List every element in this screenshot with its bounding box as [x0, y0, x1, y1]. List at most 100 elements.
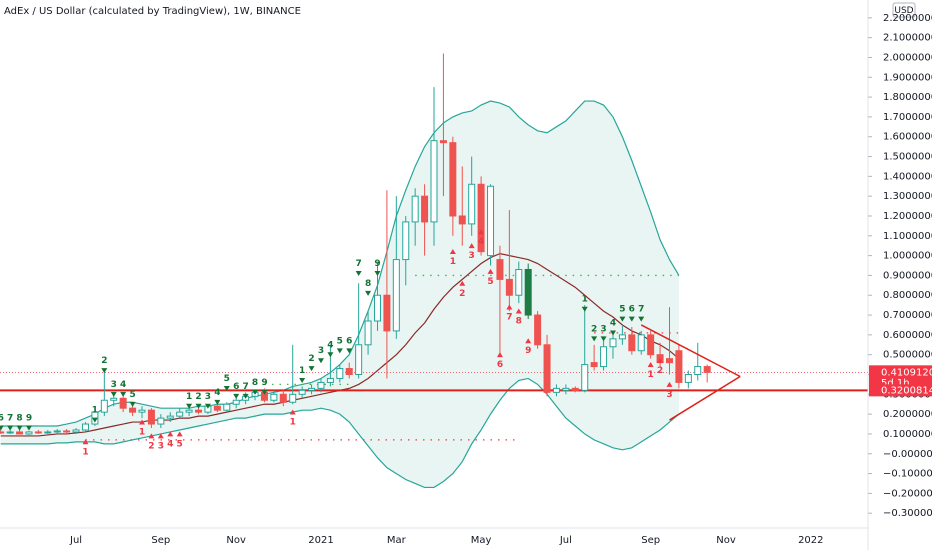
- candle-body: [0, 431, 5, 434]
- currency: USD: [894, 6, 913, 16]
- td-count: 3: [469, 251, 475, 261]
- candle-body: [628, 334, 636, 352]
- td-marker: [7, 425, 14, 431]
- td-count: 9: [26, 414, 32, 424]
- candle-body: [53, 430, 61, 433]
- td-marker: [374, 271, 381, 277]
- td-count: 4: [214, 388, 220, 398]
- candle-body: [411, 195, 419, 223]
- price-label-sub: 5d 1h: [881, 378, 910, 389]
- td-count: 8: [365, 279, 371, 289]
- td-marker: [252, 389, 259, 395]
- td-marker: [478, 229, 485, 235]
- candle-body: [138, 409, 146, 413]
- y-tick-label: 1.10000000: [883, 231, 932, 242]
- price-label-box: [869, 384, 932, 397]
- td-count: 5: [177, 439, 183, 449]
- td-count: 1: [139, 427, 145, 437]
- td-marker: [195, 403, 202, 409]
- candle-body: [345, 368, 353, 375]
- candle-body: [515, 268, 523, 296]
- td-marker: [591, 336, 598, 342]
- td-count: 2: [148, 441, 154, 451]
- td-marker: [317, 358, 324, 364]
- x-tick-label: Mar: [387, 535, 407, 546]
- td-count: 7: [506, 313, 512, 323]
- td-marker: [186, 403, 193, 409]
- candle-body: [468, 183, 476, 225]
- candle-body: [44, 431, 52, 434]
- td-marker: [176, 431, 183, 437]
- td-marker: [214, 399, 221, 405]
- td-count: 8: [516, 317, 522, 327]
- td-marker: [666, 381, 673, 387]
- td-marker: [449, 249, 456, 255]
- y-tick-label: 2.10000000: [883, 33, 932, 44]
- td-count: 4: [610, 318, 616, 328]
- y-tick-label: 1.70000000: [883, 112, 932, 123]
- td-marker: [506, 304, 513, 310]
- td-count: 2: [657, 366, 663, 376]
- candle-body: [571, 387, 579, 391]
- candle-body: [458, 215, 466, 225]
- candle-body: [298, 389, 306, 395]
- y-tick-label: −0.20000000: [883, 488, 932, 499]
- td-count: 2: [195, 392, 201, 402]
- candle-body: [270, 393, 278, 401]
- td-count: 7: [356, 259, 362, 269]
- td-count: 6: [497, 360, 503, 370]
- td-marker: [628, 316, 635, 322]
- candle-body: [439, 140, 447, 144]
- td-marker: [101, 368, 108, 374]
- candle-body: [618, 334, 626, 340]
- td-marker: [120, 391, 127, 397]
- candle-body: [647, 334, 655, 356]
- td-count: 1: [648, 370, 654, 380]
- td-marker: [647, 362, 654, 367]
- band-fill: [0, 101, 679, 488]
- y-tick-label: 1.20000000: [883, 211, 932, 222]
- y-tick-label: −0.00000000: [883, 449, 932, 460]
- chart-title: AdEx / US Dollar (calculated by TradingV…: [4, 6, 301, 17]
- y-tick-label: 1.40000000: [883, 171, 932, 182]
- y-tick-label: 0.20000000: [883, 409, 932, 420]
- td-marker: [129, 401, 136, 407]
- td-count: 7: [242, 382, 248, 392]
- x-tick-label: Sep: [641, 535, 660, 546]
- td-count: 1: [92, 406, 98, 416]
- candle-body: [402, 221, 410, 261]
- td-count: 6: [346, 336, 352, 346]
- td-marker: [355, 271, 362, 277]
- td-count: 9: [525, 346, 531, 356]
- candle-body: [63, 430, 71, 433]
- td-count: 8: [16, 414, 22, 424]
- candle-body: [524, 268, 532, 316]
- candle-body: [355, 344, 363, 375]
- td-count: 5: [487, 277, 493, 287]
- td-count: 1: [186, 392, 192, 402]
- candle-body: [25, 431, 33, 435]
- td-marker: [657, 358, 664, 364]
- candle-body: [176, 411, 184, 417]
- td-count: 2: [101, 356, 107, 366]
- td-count: 5: [619, 305, 625, 315]
- candle-body: [185, 409, 193, 413]
- candle-body: [684, 374, 692, 383]
- candle-body: [195, 409, 203, 413]
- td-marker: [327, 352, 334, 358]
- price-label-box: [869, 365, 932, 389]
- td-count: 5: [129, 390, 135, 400]
- candle-body: [34, 431, 42, 434]
- td-count: 4: [478, 237, 484, 247]
- y-tick-label: 0.90000000: [883, 270, 932, 281]
- candle-body: [694, 366, 702, 375]
- candle-body: [543, 344, 551, 393]
- td-count: 1: [582, 295, 588, 305]
- td-marker: [261, 389, 268, 395]
- td-count: 4: [120, 380, 126, 390]
- y-tick-label: 0.60000000: [883, 330, 932, 341]
- candle-body: [609, 338, 617, 348]
- candle-body: [81, 423, 89, 431]
